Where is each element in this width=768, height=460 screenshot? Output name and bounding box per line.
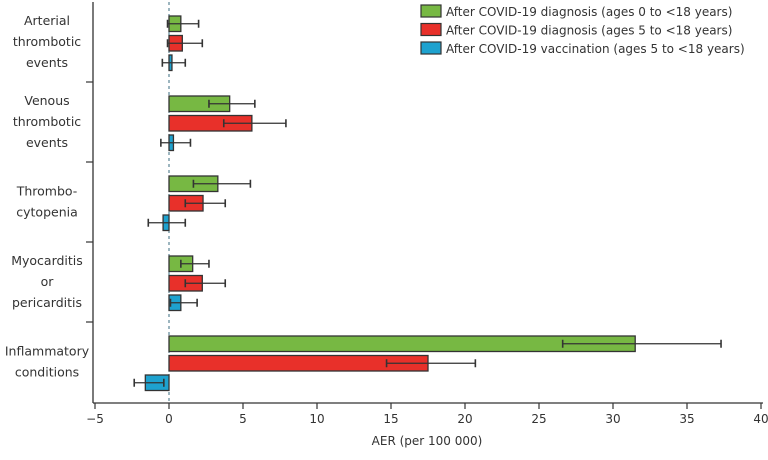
category-label: conditions <box>15 365 79 380</box>
category-label: thrombotic <box>13 114 81 129</box>
category-label: or <box>41 274 55 289</box>
category-label: cytopenia <box>16 205 78 220</box>
category-label: Thrombo- <box>16 184 78 199</box>
category-label: Myocarditis <box>11 253 83 268</box>
category-label: events <box>26 135 68 150</box>
category-label: events <box>26 55 68 70</box>
x-axis-title: AER (per 100 000) <box>372 434 483 448</box>
legend-swatch <box>420 22 442 37</box>
x-tick-label: 15 <box>383 412 398 426</box>
x-tick-label: 30 <box>605 412 620 426</box>
category-label: Inflammatory <box>5 344 90 359</box>
x-tick-label: 20 <box>457 412 472 426</box>
category-label: Arterial <box>24 13 70 28</box>
legend-swatch <box>420 4 442 18</box>
category-label: thrombotic <box>13 34 81 49</box>
legend: After COVID-19 diagnosis (ages 0 to <18 … <box>420 4 745 56</box>
x-tick-label: −5 <box>86 412 104 426</box>
category-label: Venous <box>24 93 69 108</box>
x-tick-label: 35 <box>679 412 694 426</box>
x-tick-label: 10 <box>309 412 324 426</box>
legend-label: After COVID-19 diagnosis (ages 0 to <18 … <box>446 5 732 19</box>
category-label: pericarditis <box>12 295 82 310</box>
x-tick-label: 25 <box>531 412 546 426</box>
x-tick-label: 5 <box>239 412 247 426</box>
legend-label: After COVID-19 diagnosis (ages 5 to <18 … <box>446 24 732 38</box>
legend-label: After COVID-19 vaccination (ages 5 to <1… <box>446 42 745 56</box>
x-tick-label: 40 <box>753 412 768 426</box>
x-tick-label: 0 <box>165 412 173 426</box>
legend-swatch <box>420 41 442 55</box>
